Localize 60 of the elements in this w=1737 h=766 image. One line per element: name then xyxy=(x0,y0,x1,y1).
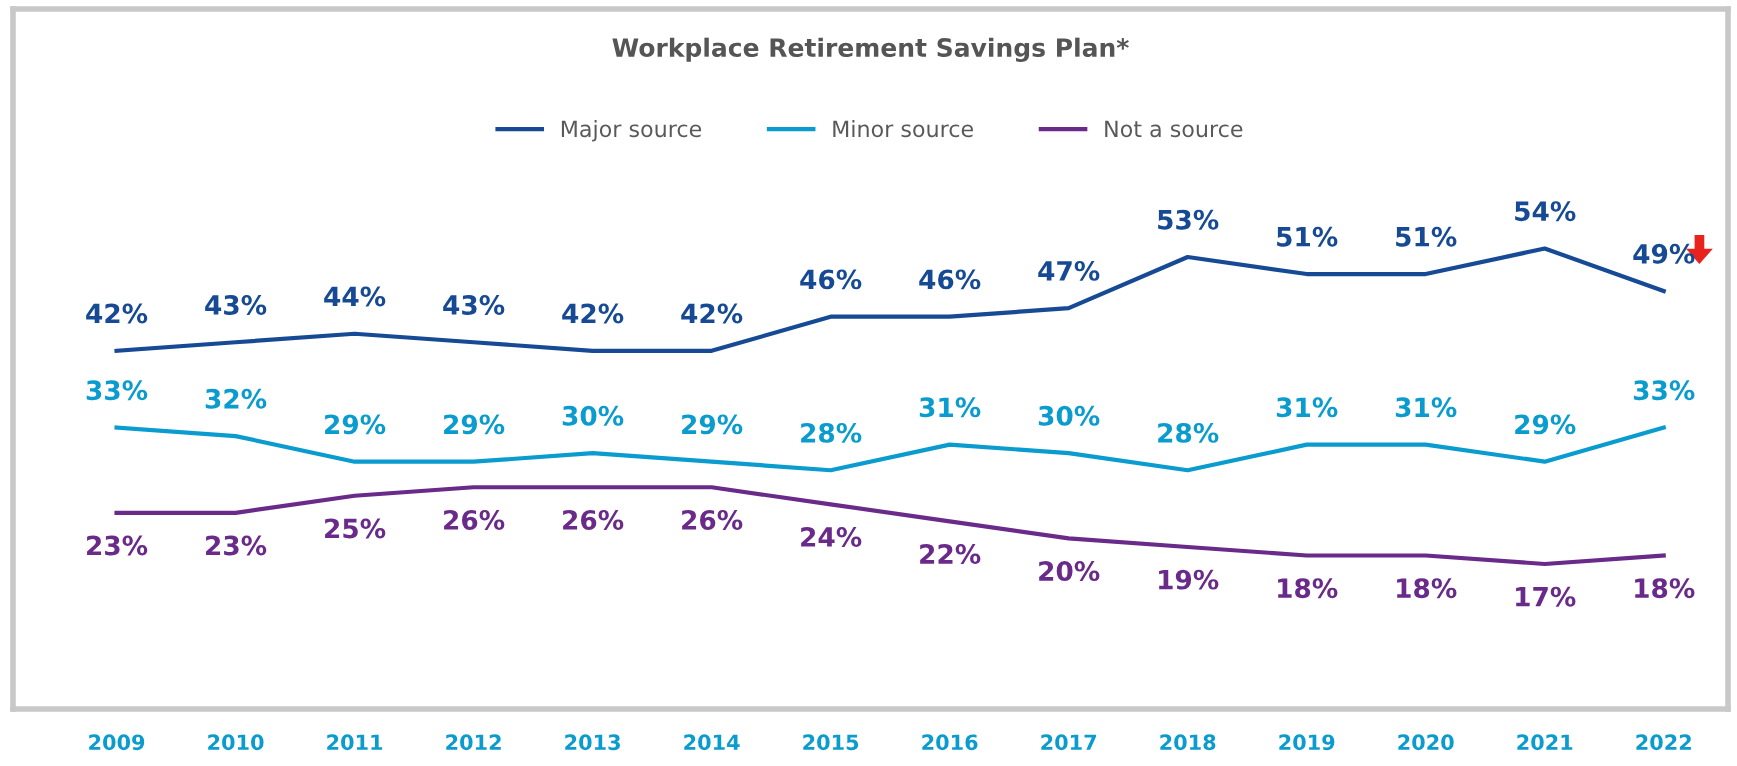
data-label: 42% xyxy=(681,303,743,324)
x-tick-label: 2018 xyxy=(1160,734,1216,751)
data-label: 33% xyxy=(86,380,148,401)
data-label: 46% xyxy=(800,269,862,290)
data-label: 51% xyxy=(1396,226,1457,247)
legend-label: Major source xyxy=(561,120,702,142)
data-label: 26% xyxy=(682,509,743,530)
legend-label: Minor source xyxy=(833,120,973,138)
data-label: 29% xyxy=(682,414,743,435)
x-tick-label: 2010 xyxy=(208,734,264,751)
data-label: 22% xyxy=(920,544,981,565)
data-label: 23% xyxy=(87,535,148,556)
x-tick-label: 2019 xyxy=(1279,734,1335,751)
x-tick-label: 2016 xyxy=(922,734,978,751)
data-label: 26% xyxy=(444,509,505,530)
x-tick-label: 2021 xyxy=(1517,734,1573,751)
data-label: 43% xyxy=(205,294,267,315)
data-label: 53% xyxy=(1158,209,1219,230)
data-label: 51% xyxy=(1277,226,1338,247)
data-label: 31% xyxy=(1395,397,1457,418)
data-label: 29% xyxy=(444,414,505,435)
x-tick-label: 2020 xyxy=(1398,734,1454,751)
data-label: 31% xyxy=(1276,397,1338,418)
data-label: 23% xyxy=(206,535,267,556)
data-label: 44% xyxy=(324,286,386,307)
data-label: 47% xyxy=(1038,260,1100,281)
data-label: 33% xyxy=(1633,380,1695,401)
data-label: 28% xyxy=(1158,422,1219,443)
data-label: 18% xyxy=(1278,578,1338,599)
data-label: 24% xyxy=(801,527,862,547)
data-label: 42% xyxy=(86,303,148,324)
data-label: 49% xyxy=(1633,243,1695,264)
data-label: 17% xyxy=(1516,586,1576,607)
data-label: 42% xyxy=(562,303,624,324)
data-label: 54% xyxy=(1515,201,1576,222)
data-label: 19% xyxy=(1159,569,1219,590)
x-tick-label: 2014 xyxy=(684,734,740,751)
x-tick-label: 2013 xyxy=(565,734,620,751)
data-label: 32% xyxy=(205,388,267,409)
data-label: 29% xyxy=(325,414,386,435)
data-label: 25% xyxy=(325,518,386,539)
x-tick-label: 2017 xyxy=(1041,734,1096,751)
data-label: 18% xyxy=(1635,578,1695,599)
data-label: 46% xyxy=(919,269,981,290)
x-tick-label: 2015 xyxy=(803,734,859,751)
legend-label: Not a source xyxy=(1105,120,1243,138)
data-label: 26% xyxy=(563,509,624,530)
x-tick-label: 2022 xyxy=(1636,734,1691,751)
x-tick-label: 2011 xyxy=(327,734,383,751)
data-label: 30% xyxy=(1038,405,1100,426)
data-label: 28% xyxy=(801,422,862,443)
data-label: 18% xyxy=(1397,578,1457,599)
data-label: 20% xyxy=(1039,561,1100,582)
data-label: 29% xyxy=(1515,414,1576,435)
data-label: 31% xyxy=(919,397,981,418)
x-tick-label: 2009 xyxy=(89,734,145,751)
chart-title: Workplace Retirement Savings Plan* xyxy=(612,37,1129,63)
data-label: 43% xyxy=(443,294,505,315)
data-label: 30% xyxy=(562,405,624,426)
x-tick-label: 2012 xyxy=(446,734,501,751)
